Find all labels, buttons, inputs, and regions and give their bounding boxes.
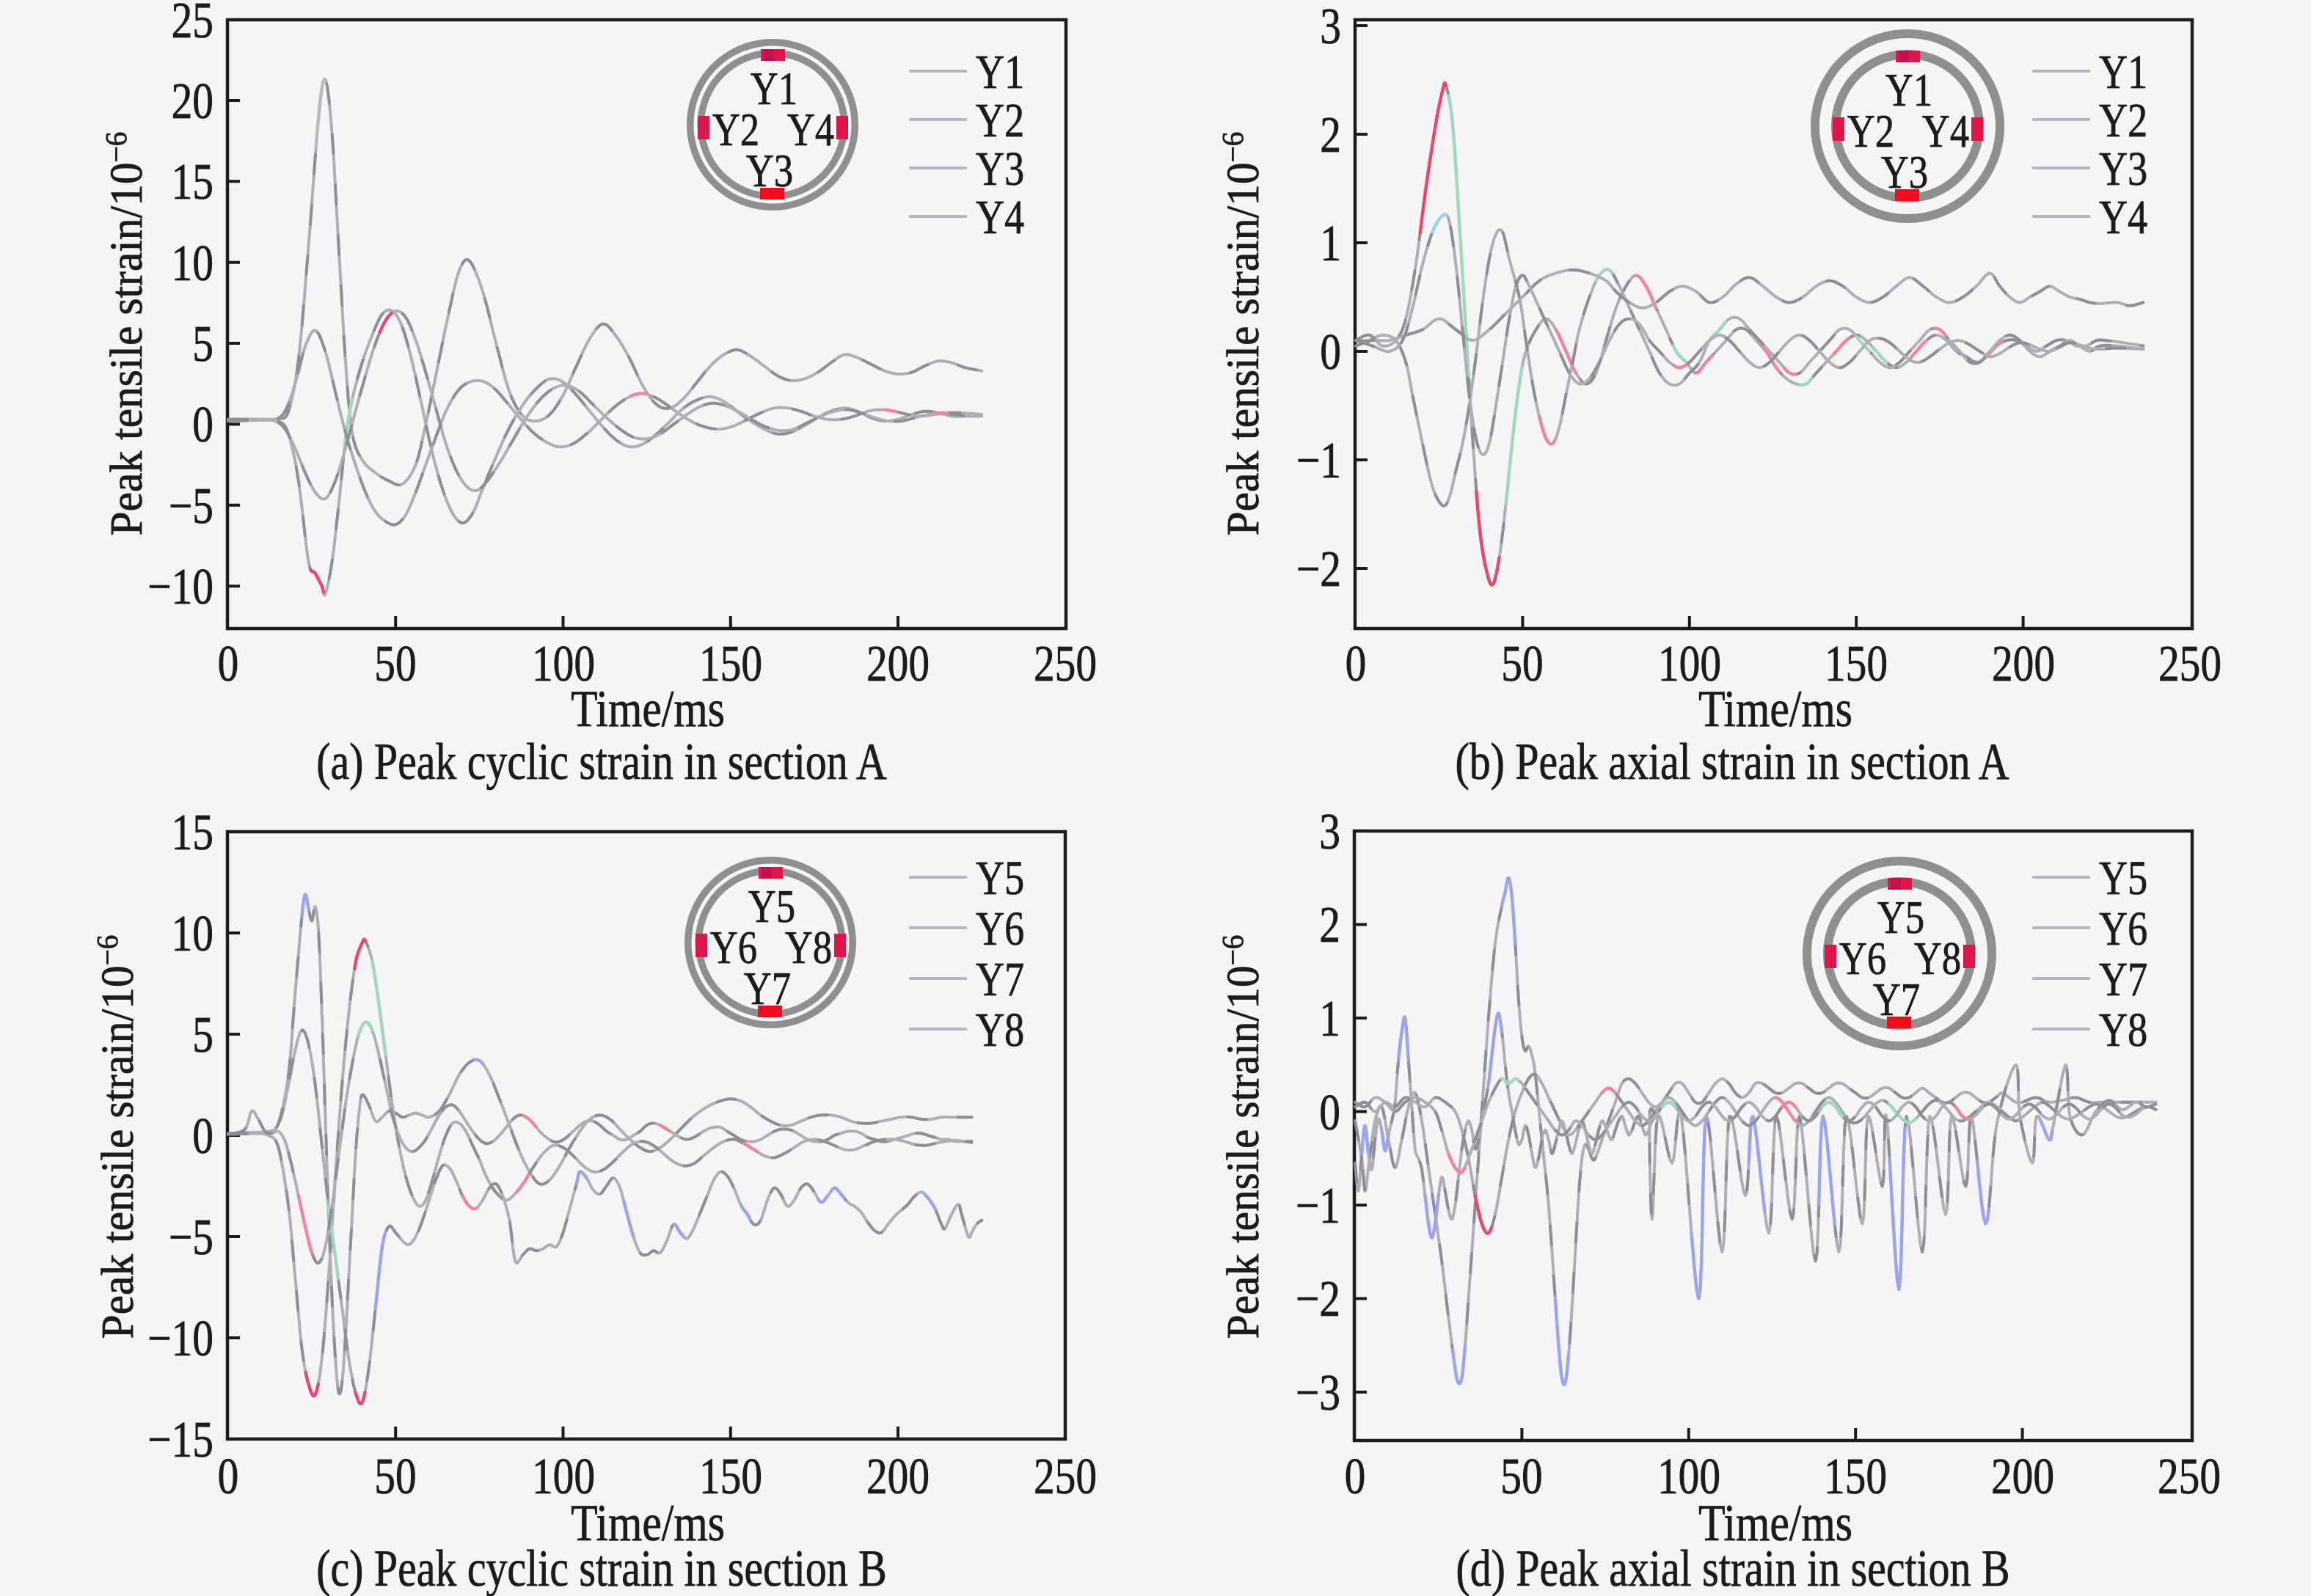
svg-text:150: 150 — [699, 635, 762, 692]
svg-text:0: 0 — [218, 635, 239, 692]
svg-text:0: 0 — [218, 1448, 239, 1505]
svg-text:Y8: Y8 — [1914, 932, 1961, 984]
svg-text:Y5: Y5 — [748, 880, 795, 932]
svg-text:2: 2 — [1319, 896, 1340, 953]
svg-text:Y6: Y6 — [710, 921, 757, 973]
svg-text:15: 15 — [172, 153, 213, 211]
svg-text:Peak tensile strain/10−6: Peak tensile strain/10−6 — [99, 132, 152, 536]
svg-text:Y8: Y8 — [2099, 1003, 2147, 1057]
svg-text:20: 20 — [172, 73, 213, 130]
svg-text:250: 250 — [1034, 635, 1097, 692]
svg-text:Y2: Y2 — [712, 103, 759, 155]
svg-text:25: 25 — [172, 0, 213, 48]
svg-text:100: 100 — [532, 1448, 595, 1505]
svg-text:Y3: Y3 — [746, 144, 793, 197]
svg-text:−2: −2 — [1296, 541, 1341, 598]
svg-text:Y6: Y6 — [1839, 932, 1886, 984]
svg-text:−1: −1 — [1296, 432, 1341, 489]
svg-text:250: 250 — [2158, 635, 2221, 692]
svg-text:Y4: Y4 — [2099, 191, 2147, 244]
svg-text:250: 250 — [2158, 1448, 2221, 1505]
svg-text:Y6: Y6 — [976, 902, 1024, 956]
svg-text:10: 10 — [172, 905, 213, 962]
svg-text:Y5: Y5 — [976, 852, 1024, 905]
svg-text:2: 2 — [1320, 106, 1341, 164]
svg-text:−3: −3 — [1296, 1364, 1340, 1421]
svg-text:50: 50 — [374, 635, 416, 692]
svg-text:200: 200 — [1992, 635, 2055, 692]
svg-text:(c) Peak cyclic strain in sect: (c) Peak cyclic strain in section B — [316, 1540, 887, 1596]
svg-text:−5: −5 — [169, 1209, 213, 1266]
svg-text:50: 50 — [1501, 635, 1543, 692]
svg-text:1: 1 — [1319, 990, 1340, 1047]
svg-text:Y3: Y3 — [976, 142, 1024, 196]
svg-text:10: 10 — [172, 235, 213, 292]
svg-text:Peak tensile strain/10−6: Peak tensile strain/10−6 — [90, 935, 143, 1339]
svg-text:Y4: Y4 — [1922, 105, 1969, 157]
svg-text:Time/ms: Time/ms — [571, 1495, 725, 1552]
svg-text:−10: −10 — [147, 558, 213, 615]
svg-text:1: 1 — [1320, 215, 1341, 272]
svg-text:Y3: Y3 — [1881, 146, 1928, 198]
svg-text:50: 50 — [1500, 1448, 1542, 1505]
svg-text:(b) Peak axial strain in secti: (b) Peak axial strain in section A — [1455, 733, 2009, 791]
svg-text:0: 0 — [192, 1108, 213, 1165]
svg-text:200: 200 — [1991, 1448, 2054, 1505]
svg-text:Y7: Y7 — [1873, 973, 1920, 1025]
svg-text:Y2: Y2 — [1847, 105, 1894, 157]
svg-text:Y7: Y7 — [2099, 953, 2147, 1006]
svg-text:Time/ms: Time/ms — [571, 681, 725, 738]
svg-text:Time/ms: Time/ms — [1698, 681, 1852, 738]
svg-text:15: 15 — [172, 804, 213, 861]
svg-text:Y6: Y6 — [2099, 902, 2147, 956]
svg-text:Time/ms: Time/ms — [1698, 1495, 1852, 1552]
svg-text:−5: −5 — [169, 477, 213, 535]
svg-text:0: 0 — [192, 396, 213, 453]
svg-text:Y7: Y7 — [744, 962, 791, 1014]
svg-text:Y5: Y5 — [2099, 852, 2147, 905]
svg-text:Y2: Y2 — [2099, 94, 2147, 147]
svg-text:100: 100 — [532, 635, 595, 692]
svg-text:Y8: Y8 — [976, 1003, 1024, 1057]
svg-text:3: 3 — [1320, 0, 1341, 54]
svg-text:Y7: Y7 — [976, 953, 1024, 1006]
svg-text:Y3: Y3 — [2099, 142, 2147, 196]
svg-text:50: 50 — [374, 1448, 416, 1505]
svg-text:0: 0 — [1320, 323, 1341, 381]
svg-text:−10: −10 — [147, 1310, 213, 1367]
svg-text:200: 200 — [866, 635, 930, 692]
svg-text:Y5: Y5 — [1877, 891, 1924, 943]
svg-text:Y1: Y1 — [1885, 64, 1932, 116]
svg-text:0: 0 — [1345, 1448, 1366, 1505]
svg-text:100: 100 — [1657, 1448, 1720, 1505]
svg-text:Y4: Y4 — [787, 103, 834, 155]
svg-text:150: 150 — [1824, 1448, 1887, 1505]
svg-text:(a) Peak cyclic strain in sect: (a) Peak cyclic strain in section A — [316, 733, 887, 791]
svg-text:−2: −2 — [1296, 1270, 1340, 1328]
svg-text:150: 150 — [1825, 635, 1888, 692]
svg-text:0: 0 — [1319, 1084, 1340, 1141]
svg-text:(d) Peak axial strain in secti: (d) Peak axial strain in section B — [1456, 1540, 2009, 1596]
svg-text:100: 100 — [1658, 635, 1721, 692]
svg-text:5: 5 — [192, 315, 213, 373]
svg-text:Y4: Y4 — [976, 191, 1024, 244]
svg-text:Y8: Y8 — [785, 921, 832, 973]
svg-text:−15: −15 — [147, 1411, 213, 1468]
svg-text:Y1: Y1 — [751, 62, 797, 114]
svg-text:Peak tensile strain/10−6: Peak tensile strain/10−6 — [1216, 132, 1268, 536]
svg-text:5: 5 — [192, 1006, 213, 1064]
svg-text:200: 200 — [866, 1448, 930, 1505]
svg-text:3: 3 — [1319, 803, 1340, 860]
svg-text:150: 150 — [699, 1448, 762, 1505]
svg-text:Y1: Y1 — [2099, 45, 2147, 99]
svg-text:Y1: Y1 — [976, 45, 1024, 99]
svg-text:Y2: Y2 — [976, 94, 1024, 147]
svg-text:−1: −1 — [1296, 1177, 1340, 1234]
svg-text:Peak tensile strain/10−6: Peak tensile strain/10−6 — [1216, 935, 1268, 1339]
svg-text:250: 250 — [1034, 1448, 1097, 1505]
svg-text:0: 0 — [1346, 635, 1367, 692]
